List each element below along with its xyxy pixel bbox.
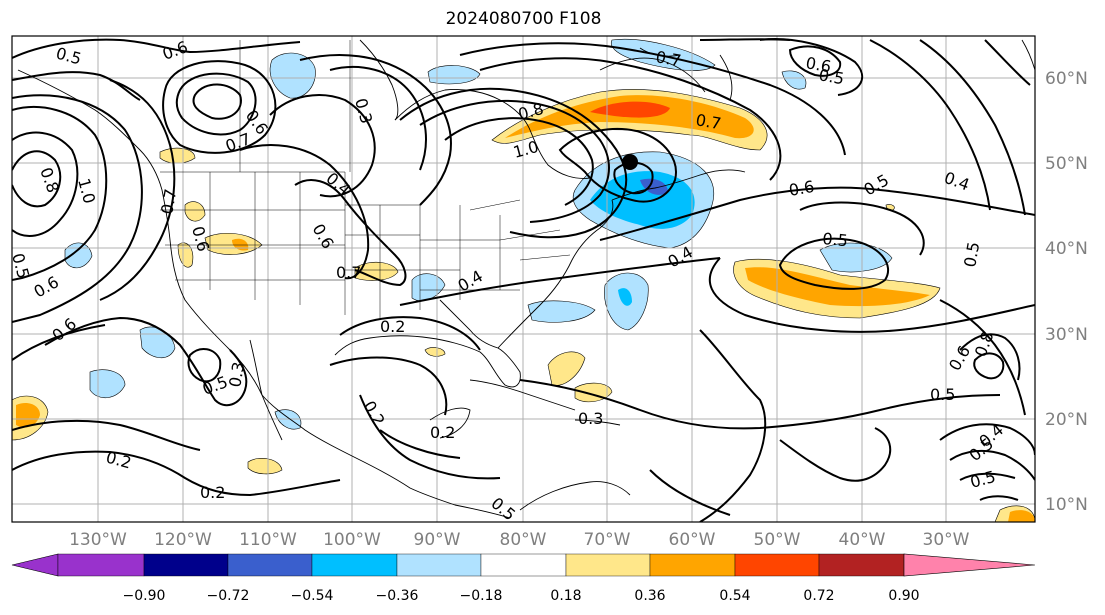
colorbar-tick-label: 0.72 — [803, 588, 834, 604]
contour-label: 0.7 — [336, 263, 361, 282]
lon-label: 80°W — [500, 530, 547, 550]
colorbar-tick-label: −0.72 — [207, 588, 250, 604]
shade-mex-yellow — [247, 457, 283, 475]
shade-southeast-blue — [527, 300, 596, 323]
colorbar-tick-label: −0.36 — [376, 588, 419, 604]
lon-label: 100°W — [323, 530, 381, 550]
lon-label: 50°W — [754, 530, 801, 550]
lat-label: 60°N — [1045, 69, 1088, 89]
colorbar-bin — [734, 553, 820, 577]
lon-label: 120°W — [154, 530, 212, 550]
colorbar-bin — [565, 553, 651, 577]
lon-label: 90°W — [414, 530, 461, 550]
contour-label: 0.5 — [822, 229, 849, 250]
contour-label: 0.5 — [960, 240, 983, 268]
colorbar-bin — [396, 553, 482, 577]
lon-label: 40°W — [839, 530, 886, 550]
shade-plains-yellow — [354, 261, 399, 281]
colorbar-bin — [311, 553, 398, 577]
lat-label: 50°N — [1045, 154, 1088, 174]
lat-labels: 60°N 50°N 40°N 30°N 20°N 10°N — [1045, 69, 1088, 515]
shade-nw-blue — [269, 52, 316, 99]
lon-label: 30°W — [923, 530, 970, 550]
shade-bc-yellow — [159, 147, 196, 164]
colorbar-bin — [57, 553, 145, 577]
colorbar-tick-label: 0.18 — [550, 588, 581, 604]
lat-label: 30°N — [1045, 325, 1088, 345]
shade-midatlantic-blue — [819, 242, 893, 273]
shade-gulf-blue-core — [618, 288, 632, 306]
lat-label: 10°N — [1045, 495, 1088, 515]
colorbar: −0.90 −0.72 −0.54 −0.36 −0.18 0.18 0.36 … — [11, 553, 1036, 604]
shade-bc-yellow3 — [177, 242, 194, 268]
lon-label: 130°W — [69, 530, 127, 550]
lon-label: 60°W — [669, 530, 716, 550]
shade-bc-yellow2 — [184, 201, 206, 222]
colorbar-tick-label: 0.36 — [634, 588, 665, 604]
contour-label: 0.2 — [200, 483, 225, 502]
colorbar-tick-label: 0.90 — [888, 588, 919, 604]
lon-labels: 130°W 120°W 110°W 100°W 90°W 80°W 70°W 6… — [69, 530, 970, 550]
shade-newfoundland-blue — [590, 171, 695, 229]
contour-label: 0.2 — [380, 317, 405, 336]
colorbar-tick-label: −0.90 — [123, 588, 166, 604]
contour-label: 0.2 — [430, 423, 455, 442]
contours — [12, 38, 1035, 522]
colorbar-tick-label: −0.18 — [460, 588, 503, 604]
contour-label: 0.5 — [817, 65, 845, 88]
shade-ne-blue — [781, 70, 807, 90]
colorbar-tick-label: −0.54 — [291, 588, 334, 604]
lon-label: 110°W — [239, 530, 297, 550]
shade-newfoundland-darkblue — [640, 178, 668, 195]
lat-label: 40°N — [1045, 239, 1088, 259]
low-center-marker — [622, 154, 638, 170]
contour-label: 0.5 — [930, 385, 955, 404]
shade-cuba-yellow — [424, 347, 446, 357]
shade-hudson-blue — [427, 65, 481, 85]
contour-label: 0.6 — [787, 177, 815, 200]
colorbar-bin — [480, 553, 567, 577]
contour-label: 0.3 — [225, 360, 248, 388]
shade-pacific-blue2 — [89, 369, 126, 398]
shade-west-blue — [64, 242, 93, 269]
shade-se-orange — [1008, 510, 1035, 522]
colorbar-bin — [227, 553, 313, 577]
graticule — [12, 36, 1035, 522]
contour-label: 0.7 — [157, 187, 180, 215]
colorbar-extend-right — [903, 553, 1036, 577]
contour-label: 0.6 — [804, 53, 832, 76]
colorbar-extend-left — [11, 553, 59, 577]
map-frame — [11, 35, 1036, 523]
lon-label: 70°W — [584, 530, 631, 550]
shade-westedge-orange — [16, 403, 40, 428]
colorbar-bin — [649, 553, 736, 577]
colorbar-tick-label: 0.54 — [719, 588, 750, 604]
map-content — [12, 36, 1035, 522]
map-title: 2024080700 F108 — [445, 9, 602, 29]
lat-label: 20°N — [1045, 410, 1088, 430]
shade-pacific-blue — [139, 326, 176, 359]
colorbar-bin — [143, 553, 229, 577]
shade-caribbean-yellow — [547, 351, 586, 386]
shade-canada-red — [590, 101, 670, 118]
contour-label: 0.7 — [694, 110, 722, 133]
colorbar-bin — [818, 553, 905, 577]
contour-label: 0.3 — [578, 409, 603, 428]
contour-label: 0.7 — [654, 47, 682, 70]
